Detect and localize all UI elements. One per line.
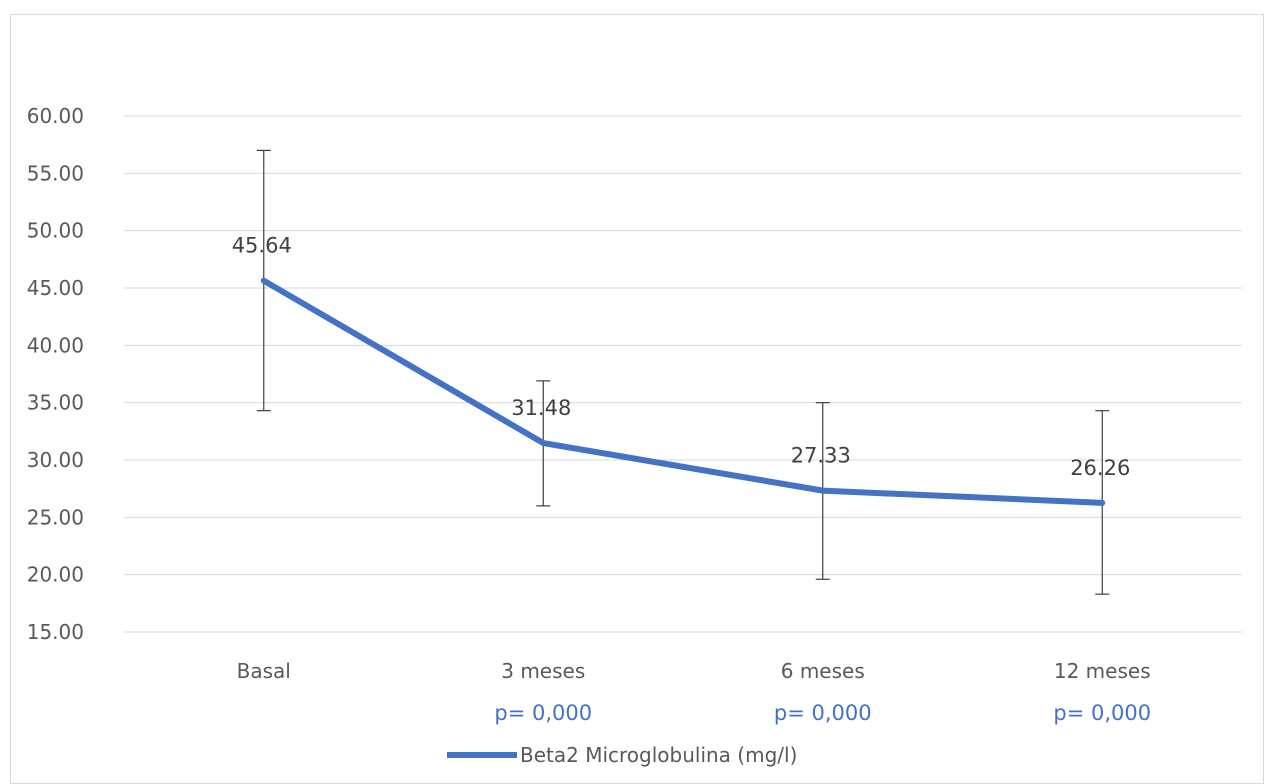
- data-label: 27.33: [791, 444, 851, 468]
- p-value-label: p= 0,000: [1053, 701, 1151, 725]
- error-bars: [256, 149, 1110, 595]
- x-category-label: 12 meses: [1054, 659, 1151, 683]
- y-tick-label: 25.00: [27, 505, 84, 529]
- y-tick-label: 45.00: [27, 276, 84, 300]
- y-tick-label: 55.00: [27, 161, 84, 185]
- y-tick-label: 40.00: [27, 333, 84, 357]
- y-tick-label: 20.00: [27, 563, 84, 587]
- data-labels: 45.64 31.48 27.33 26.26: [232, 234, 1131, 480]
- x-category-label: 3 meses: [501, 659, 585, 683]
- series-line: [260, 277, 1106, 506]
- p-value-labels: p= 0,000 p= 0,000 p= 0,000: [494, 701, 1151, 725]
- y-tick-label: 15.00: [27, 620, 84, 644]
- y-tick-label: 50.00: [27, 219, 84, 243]
- p-value-label: p= 0,000: [494, 701, 592, 725]
- chart-frame: [10, 14, 1264, 784]
- p-value-label: p= 0,000: [774, 701, 872, 725]
- y-tick-label: 35.00: [27, 391, 84, 415]
- legend-label: Beta2 Microglobulina (mg/l): [520, 743, 797, 767]
- x-category-label: Basal: [237, 659, 291, 683]
- y-axis-tick-labels: 15.00 20.00 25.00 30.00 35.00 40.00 45.00 50.00…: [27, 104, 84, 644]
- data-label: 45.64: [232, 234, 292, 258]
- y-tick-label: 60.00: [27, 104, 84, 128]
- data-label: 26.26: [1070, 456, 1130, 480]
- legend: Beta2 Microglobulina (mg/l): [447, 743, 797, 767]
- gridlines: [124, 115, 1242, 633]
- data-label: 31.48: [511, 396, 571, 420]
- y-tick-label: 30.00: [27, 448, 84, 472]
- x-axis-category-labels: Basal 3 meses 6 meses 12 meses: [237, 659, 1151, 683]
- x-category-label: 6 meses: [781, 659, 865, 683]
